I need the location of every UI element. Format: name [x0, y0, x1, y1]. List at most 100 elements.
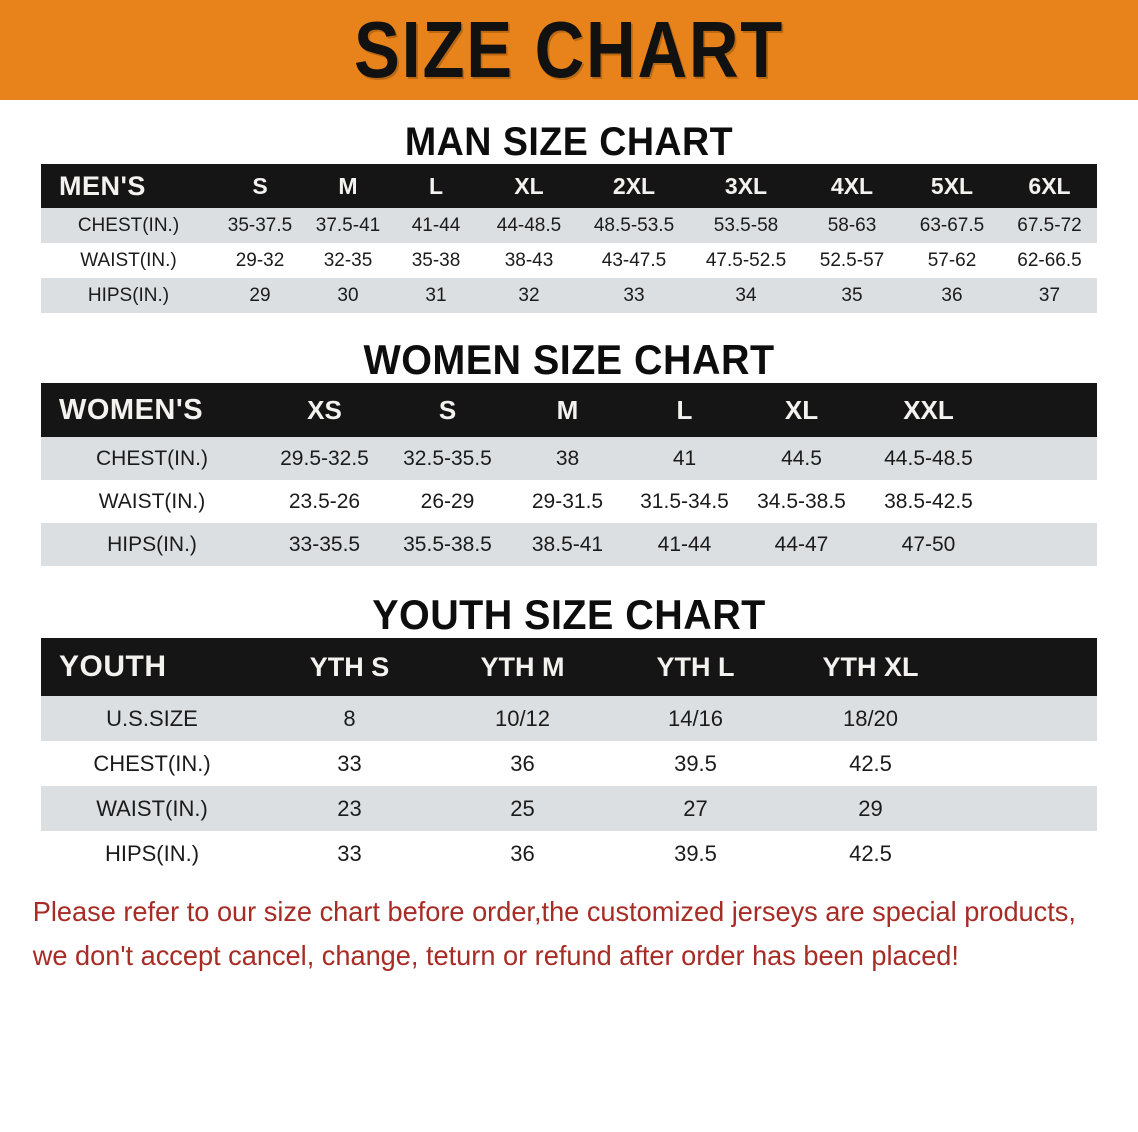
- women-size-table: WOMEN'S XS S M L XL XXL CHEST(IN.) 29.5-…: [41, 383, 1097, 566]
- column-header-3xl: 3XL: [690, 164, 802, 208]
- table-row: HIPS(IN.) 33 36 39.5 42.5: [41, 831, 1097, 876]
- row-label: U.S.SIZE: [41, 696, 263, 741]
- cell: 33: [263, 741, 436, 786]
- cell: 29: [216, 278, 304, 313]
- column-header-mens: MEN'S: [41, 164, 216, 208]
- row-label: CHEST(IN.): [41, 208, 216, 243]
- cell: 31: [392, 278, 480, 313]
- cell: 26-29: [386, 480, 509, 523]
- cell: 37: [1002, 278, 1097, 313]
- column-header-spacer: [997, 383, 1097, 437]
- table-header-row: YOUTH YTH S YTH M YTH L YTH XL: [41, 638, 1097, 696]
- cell: 37.5-41: [304, 208, 392, 243]
- cell: 38.5-41: [509, 523, 626, 566]
- table-header-row: MEN'S S M L XL 2XL 3XL 4XL 5XL 6XL: [41, 164, 1097, 208]
- row-label: WAIST(IN.): [41, 786, 263, 831]
- table-row: CHEST(IN.) 35-37.5 37.5-41 41-44 44-48.5…: [41, 208, 1097, 243]
- column-header-yth-s: YTH S: [263, 638, 436, 696]
- cell: 48.5-53.5: [578, 208, 690, 243]
- cell: 14/16: [609, 696, 782, 741]
- row-label: CHEST(IN.): [41, 437, 263, 480]
- cell-spacer: [997, 480, 1097, 523]
- cell: 25: [436, 786, 609, 831]
- column-header-2xl: 2XL: [578, 164, 690, 208]
- cell-spacer: [997, 523, 1097, 566]
- cell: 62-66.5: [1002, 243, 1097, 278]
- cell: 38: [509, 437, 626, 480]
- cell: 39.5: [609, 831, 782, 876]
- cell: 43-47.5: [578, 243, 690, 278]
- column-header-youth: YOUTH: [41, 638, 263, 696]
- footer-line-2: we don't accept cancel, change, teturn o…: [32, 940, 959, 971]
- column-header-yth-m: YTH M: [436, 638, 609, 696]
- cell-spacer: [959, 741, 1097, 786]
- cell-spacer: [997, 437, 1097, 480]
- footer-disclaimer: Please refer to our size chart before or…: [25, 890, 1080, 978]
- cell-spacer: [959, 831, 1097, 876]
- cell: 23.5-26: [263, 480, 386, 523]
- cell: 33-35.5: [263, 523, 386, 566]
- cell: 53.5-58: [690, 208, 802, 243]
- cell: 44.5-48.5: [860, 437, 997, 480]
- column-header-4xl: 4XL: [802, 164, 902, 208]
- cell: 30: [304, 278, 392, 313]
- cell: 18/20: [782, 696, 959, 741]
- cell: 67.5-72: [1002, 208, 1097, 243]
- cell: 63-67.5: [902, 208, 1002, 243]
- cell: 36: [436, 831, 609, 876]
- column-header-6xl: 6XL: [1002, 164, 1097, 208]
- column-header-s: S: [386, 383, 509, 437]
- cell: 44.5: [743, 437, 860, 480]
- cell: 47.5-52.5: [690, 243, 802, 278]
- women-section-title: WOMEN SIZE CHART: [363, 336, 775, 383]
- column-header-s: S: [216, 164, 304, 208]
- cell: 41-44: [392, 208, 480, 243]
- column-header-yth-xl: YTH XL: [782, 638, 959, 696]
- column-header-m: M: [509, 383, 626, 437]
- column-header-womens: WOMEN'S: [41, 383, 263, 437]
- youth-size-table: YOUTH YTH S YTH M YTH L YTH XL U.S.SIZE …: [41, 638, 1097, 876]
- cell: 41: [626, 437, 743, 480]
- column-header-l: L: [626, 383, 743, 437]
- row-label: WAIST(IN.): [41, 243, 216, 278]
- column-header-m: M: [304, 164, 392, 208]
- cell: 8: [263, 696, 436, 741]
- cell: 34: [690, 278, 802, 313]
- table-row: HIPS(IN.) 29 30 31 32 33 34 35 36 37: [41, 278, 1097, 313]
- cell: 38.5-42.5: [860, 480, 997, 523]
- cell: 27: [609, 786, 782, 831]
- cell-spacer: [959, 786, 1097, 831]
- cell: 42.5: [782, 741, 959, 786]
- column-header-yth-l: YTH L: [609, 638, 782, 696]
- cell: 58-63: [802, 208, 902, 243]
- table-row: WAIST(IN.) 23.5-26 26-29 29-31.5 31.5-34…: [41, 480, 1097, 523]
- row-label: WAIST(IN.): [41, 480, 263, 523]
- banner-title: SIZE CHART: [354, 5, 784, 94]
- footer-line-1: Please refer to our size chart before or…: [32, 896, 1076, 927]
- cell: 31.5-34.5: [626, 480, 743, 523]
- column-header-xs: XS: [263, 383, 386, 437]
- column-header-xxl: XXL: [860, 383, 997, 437]
- cell: 39.5: [609, 741, 782, 786]
- cell: 35: [802, 278, 902, 313]
- table-row: HIPS(IN.) 33-35.5 35.5-38.5 38.5-41 41-4…: [41, 523, 1097, 566]
- table-row: WAIST(IN.) 23 25 27 29: [41, 786, 1097, 831]
- cell: 36: [436, 741, 609, 786]
- cell: 33: [578, 278, 690, 313]
- column-header-spacer: [959, 638, 1097, 696]
- column-header-l: L: [392, 164, 480, 208]
- row-label: HIPS(IN.): [41, 831, 263, 876]
- man-section-title: MAN SIZE CHART: [404, 120, 734, 164]
- youth-section-title: YOUTH SIZE CHART: [372, 591, 766, 638]
- table-header-row: WOMEN'S XS S M L XL XXL: [41, 383, 1097, 437]
- column-header-xl: XL: [480, 164, 578, 208]
- cell: 44-48.5: [480, 208, 578, 243]
- cell: 34.5-38.5: [743, 480, 860, 523]
- cell: 32: [480, 278, 578, 313]
- cell: 35.5-38.5: [386, 523, 509, 566]
- row-label: HIPS(IN.): [41, 523, 263, 566]
- table-row: CHEST(IN.) 33 36 39.5 42.5: [41, 741, 1097, 786]
- cell: 32.5-35.5: [386, 437, 509, 480]
- row-label: HIPS(IN.): [41, 278, 216, 313]
